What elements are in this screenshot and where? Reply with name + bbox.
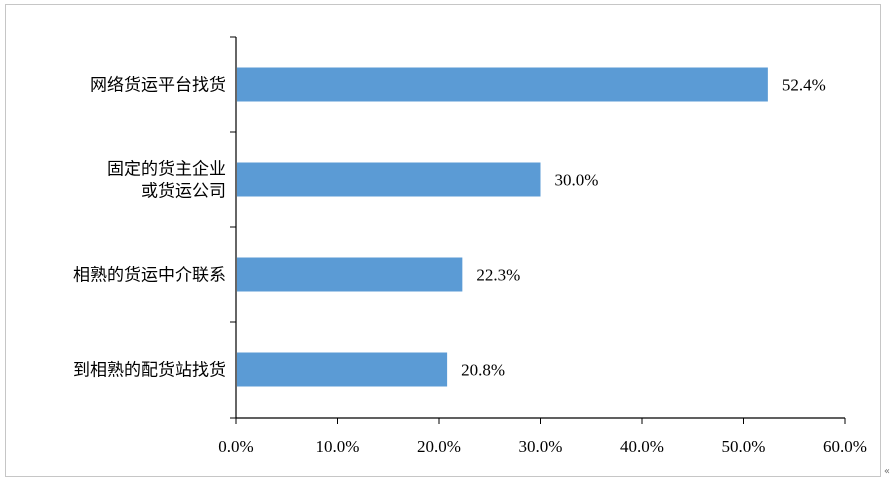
x-tick-label-5: 40.0% bbox=[620, 437, 664, 456]
category-label-1: 网络货运平台找货 bbox=[90, 76, 226, 96]
bar-2 bbox=[237, 162, 541, 197]
x-tick-label-3: 20.0% bbox=[417, 437, 461, 456]
category-label-2-line-1: 固定的货主企业 bbox=[107, 160, 226, 180]
data-label-2: 30.0% bbox=[555, 171, 599, 190]
data-label-4: 20.8% bbox=[461, 361, 505, 380]
bar-3 bbox=[237, 257, 463, 292]
category-label-4: 到相熟的配货站找货 bbox=[73, 360, 226, 381]
x-tick-label-7: 60.0% bbox=[823, 437, 867, 456]
data-label-3: 22.3% bbox=[476, 266, 520, 285]
category-label-3: 相熟的货运中介联系 bbox=[73, 265, 226, 286]
x-tick-label-2: 10.0% bbox=[316, 437, 360, 456]
bar-4 bbox=[237, 352, 448, 387]
edge-marker: « bbox=[883, 466, 890, 477]
category-label-2-line-2: 或货运公司 bbox=[141, 182, 226, 202]
x-tick-label-4: 30.0% bbox=[519, 437, 563, 456]
bar-1 bbox=[237, 67, 768, 102]
x-tick-label-1: 0.0% bbox=[218, 437, 253, 456]
x-tick-label-6: 50.0% bbox=[722, 437, 766, 456]
data-label-1: 52.4% bbox=[782, 76, 826, 95]
